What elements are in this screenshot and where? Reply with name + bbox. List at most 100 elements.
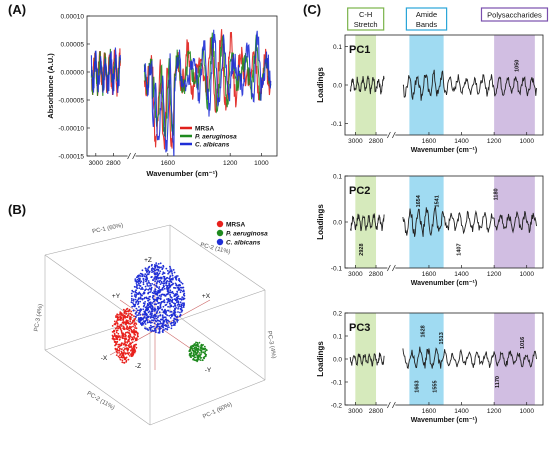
scatter-point-b <box>155 264 158 267</box>
x-tick-label-c1: 1400 <box>454 138 469 145</box>
scatter-point-b <box>115 331 118 334</box>
scatter-point-b <box>166 328 169 330</box>
scatter-point-b <box>168 326 170 329</box>
axis-break-mark-c1 <box>387 131 391 139</box>
scatter-point-b <box>190 346 193 349</box>
axis-label-b: PC-2 (11%) <box>86 391 116 412</box>
scatter-point-b <box>127 310 130 313</box>
scatter-point-b <box>195 352 198 355</box>
x-tick-label-a: 3000 <box>89 160 104 167</box>
region-label-box-c1 <box>480 7 549 22</box>
peak-label-c2: 1541 <box>435 195 441 207</box>
axis-label-b: PC-1 (60%) <box>202 402 233 421</box>
scatter-point-b <box>155 298 158 301</box>
scatter-point-b <box>155 282 158 285</box>
scatter-point-b <box>181 282 184 285</box>
scatter-point-b <box>156 324 158 326</box>
scatter-point-b <box>200 343 203 346</box>
scatter-point-b <box>193 350 196 353</box>
scatter-point-b <box>194 343 197 345</box>
peak-label-c3: 1628 <box>420 325 426 337</box>
scatter-point-b <box>126 352 129 354</box>
scatter-point-b <box>203 345 206 348</box>
scatter-point-b <box>161 322 163 325</box>
scatter-point-b <box>125 361 128 363</box>
scatter-point-b <box>179 311 181 314</box>
scatter-point-b <box>124 335 127 337</box>
scatter-point-b <box>157 297 160 300</box>
scatter-point-b <box>112 336 114 338</box>
scatter-point-b <box>158 272 161 275</box>
scatter-point-b <box>175 278 178 281</box>
loading-line-c2 <box>402 206 537 237</box>
scatter-point-b <box>179 286 182 289</box>
scatter-point-b <box>158 287 160 290</box>
scatter-point-b <box>147 273 150 276</box>
x-axis-label-a: Wavenumber (cm⁻¹) <box>146 169 218 178</box>
scatter-point-b <box>161 288 164 291</box>
scatter-point-b <box>114 322 117 324</box>
scatter-point-b <box>125 328 127 330</box>
scatter-point-b <box>146 271 148 273</box>
scatter-point-b <box>150 284 152 287</box>
scatter-point-b <box>118 352 120 354</box>
scatter-point-b <box>143 312 146 314</box>
scatter-point-b <box>147 288 150 291</box>
scatter-point-b <box>129 320 132 323</box>
scatter-point-b <box>131 341 134 344</box>
scatter-point-b <box>128 345 130 348</box>
y-tick-label-c2: 0.0 <box>333 220 342 227</box>
scatter-point-b <box>122 318 124 321</box>
scatter-point-b <box>168 286 171 289</box>
scatter-point-b <box>200 356 203 359</box>
scatter-point-b <box>157 263 160 265</box>
scatter-point-b <box>134 322 137 324</box>
peak-label-c3: 1555 <box>432 380 438 392</box>
scatter-point-b <box>130 301 133 304</box>
scatter-point-b <box>178 283 181 286</box>
scatter-point-b <box>112 337 115 340</box>
scatter-point-b <box>153 313 156 316</box>
scatter-point-b <box>135 286 138 288</box>
scatter-point-b <box>119 311 122 313</box>
scatter-point-b <box>161 316 164 318</box>
scatter-point-b <box>139 314 142 316</box>
scatter-point-b <box>113 335 116 337</box>
peak-label-c3: 1016 <box>520 337 526 349</box>
scatter-point-b <box>163 280 165 283</box>
scatter-point-b <box>165 310 167 312</box>
scatter-point-b <box>118 343 121 346</box>
scatter-point-b <box>141 294 143 297</box>
scatter-point-b <box>138 279 141 281</box>
scatter-point-b <box>161 324 164 327</box>
scatter-point-b <box>157 316 159 319</box>
scatter-point-b <box>169 280 172 283</box>
axis-break-gap-c3 <box>387 401 396 409</box>
scatter-point-b <box>150 276 153 279</box>
loading-line-c3 <box>402 346 537 369</box>
x-tick-label-c1: 2800 <box>369 138 384 145</box>
scatter-point-b <box>124 358 127 361</box>
scatter-point-b <box>167 309 169 312</box>
scatter-point-b <box>164 316 167 319</box>
scatter-point-b <box>144 320 147 323</box>
scatter-point-b <box>201 359 204 362</box>
scatter-point-b <box>133 322 136 325</box>
scatter-point-b <box>133 337 136 339</box>
scatter-point-b <box>126 341 129 344</box>
x-tick-label-a: 1000 <box>254 160 269 167</box>
scatter-point-b <box>119 347 121 350</box>
axis-break-gap-a <box>127 152 136 160</box>
scatter-point-b <box>136 299 139 302</box>
scatter-point-b <box>168 283 171 286</box>
peak-label-c2: 1407 <box>456 243 462 255</box>
scatter-point-b <box>167 290 170 292</box>
scatter-point-b <box>139 272 142 275</box>
scatter-point-b <box>133 285 136 288</box>
scatter-point-b <box>128 329 131 332</box>
scatter-point-b <box>163 277 166 280</box>
scatter-point-b <box>161 308 164 311</box>
scatter-point-b <box>173 312 176 315</box>
scatter-point-b <box>159 283 162 285</box>
scatter-point-b <box>173 294 176 296</box>
